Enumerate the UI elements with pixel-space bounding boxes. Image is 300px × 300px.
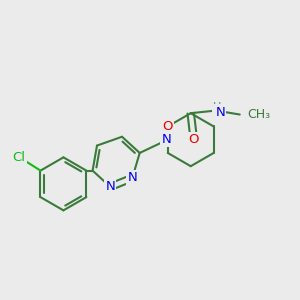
Text: N: N xyxy=(215,106,225,118)
Text: O: O xyxy=(188,133,199,146)
Text: H: H xyxy=(213,102,222,112)
Text: CH₃: CH₃ xyxy=(248,108,271,121)
Text: Cl: Cl xyxy=(13,152,26,164)
Text: N: N xyxy=(105,180,115,193)
Text: O: O xyxy=(163,120,173,133)
Text: N: N xyxy=(161,133,171,146)
Text: N: N xyxy=(128,172,137,184)
